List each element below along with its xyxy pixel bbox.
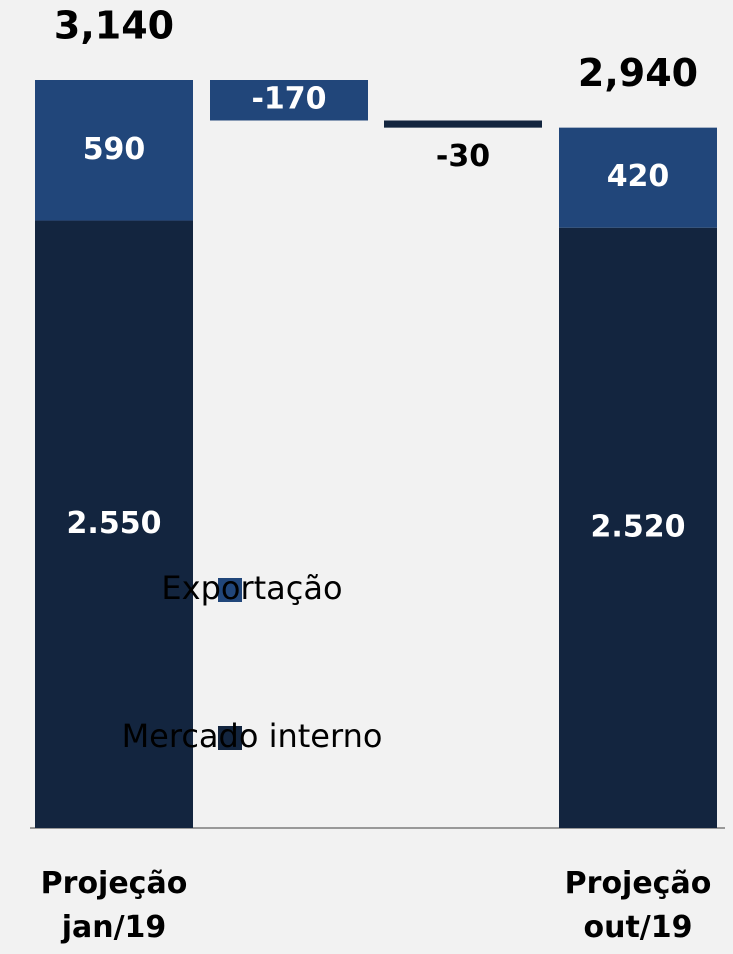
x-tick-label: Projeção out/19: [564, 866, 712, 945]
legend-label: Exportação: [161, 569, 342, 607]
bar-segment: [384, 120, 542, 128]
value-label: 590: [83, 132, 146, 167]
bar-segment: [35, 220, 193, 828]
x-tick-label: Projeção jan/19: [40, 866, 188, 945]
legend-swatch: [218, 726, 242, 750]
value-label: 2.520: [591, 509, 686, 544]
total-label: 3,140: [54, 4, 174, 48]
value-label: -170: [251, 82, 326, 117]
bar-segment: [559, 127, 717, 228]
total-label: 2,940: [578, 51, 698, 95]
bar-segment: [210, 80, 368, 121]
value-label: -30: [436, 139, 490, 174]
bar-segment: [559, 227, 717, 828]
legend-swatch: [218, 578, 242, 602]
legend-label: Mercado interno: [122, 717, 383, 755]
bar-segment: [35, 80, 193, 221]
value-label: 420: [607, 159, 670, 194]
value-label: 2.550: [67, 506, 162, 541]
